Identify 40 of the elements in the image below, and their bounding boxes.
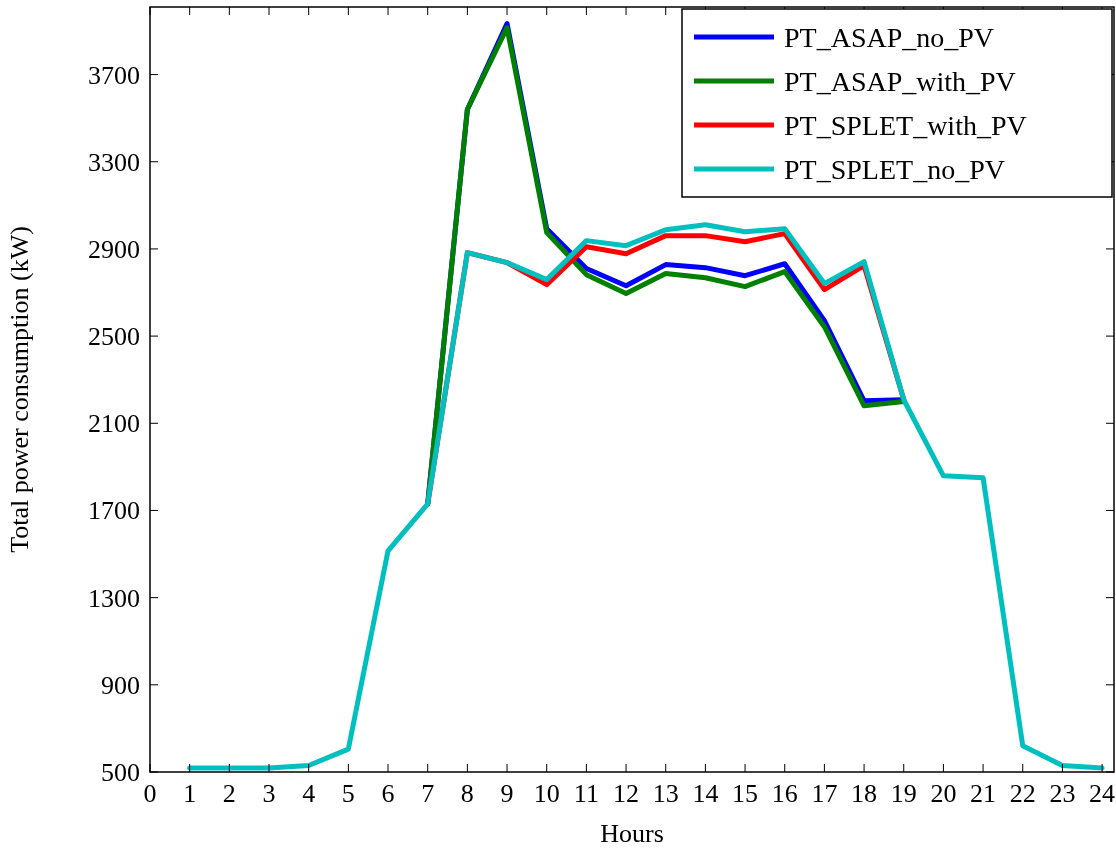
x-tick-label: 0 — [143, 779, 157, 808]
y-tick-label: 1700 — [88, 496, 140, 526]
x-tick-label: 13 — [652, 779, 679, 808]
x-tick-label: 11 — [573, 779, 599, 808]
x-tick-label: 17 — [811, 779, 838, 808]
x-axis-title: Hours — [600, 819, 664, 848]
legend-label: PT_SPLET_no_PV — [784, 154, 1005, 185]
y-tick-label: 3700 — [88, 60, 140, 90]
x-tick-label: 22 — [1009, 779, 1036, 808]
x-tick-label: 19 — [890, 779, 917, 808]
x-tick-label: 20 — [930, 779, 957, 808]
x-tick-label: 2 — [222, 779, 236, 808]
x-tick-label: 6 — [381, 779, 395, 808]
y-tick-label: 2100 — [88, 409, 140, 439]
x-tick-label: 3 — [262, 779, 276, 808]
y-tick-label: 1300 — [88, 583, 140, 613]
y-tick-label: 500 — [101, 758, 140, 787]
x-tick-label: 15 — [732, 779, 759, 808]
x-tick-label: 12 — [613, 779, 640, 808]
legend-label: PT_SPLET_with_PV — [784, 110, 1027, 141]
x-tick-label: 5 — [341, 779, 355, 808]
y-tick-label: 2900 — [88, 234, 140, 264]
x-tick-label: 9 — [500, 779, 514, 808]
y-axis-title: Total power consumption (kW) — [5, 226, 34, 553]
y-tick-label: 3300 — [88, 147, 140, 177]
x-tick-label: 8 — [460, 779, 474, 808]
x-tick-label: 7 — [421, 779, 435, 808]
x-tick-label: 14 — [692, 779, 719, 808]
x-tick-label: 16 — [771, 779, 798, 808]
legend-label: PT_ASAP_with_PV — [784, 66, 1016, 97]
x-tick-label: 24 — [1089, 779, 1116, 808]
x-tick-label: 23 — [1049, 779, 1076, 808]
legend-label: PT_ASAP_no_PV — [784, 22, 995, 53]
y-tick-label: 900 — [101, 670, 140, 700]
y-tick-label: 2500 — [88, 322, 140, 352]
x-tick-label: 4 — [302, 779, 316, 808]
x-tick-label: 1 — [183, 779, 197, 808]
x-tick-label: 21 — [970, 779, 997, 808]
x-tick-label: 18 — [851, 779, 878, 808]
x-tick-label: 10 — [533, 779, 560, 808]
